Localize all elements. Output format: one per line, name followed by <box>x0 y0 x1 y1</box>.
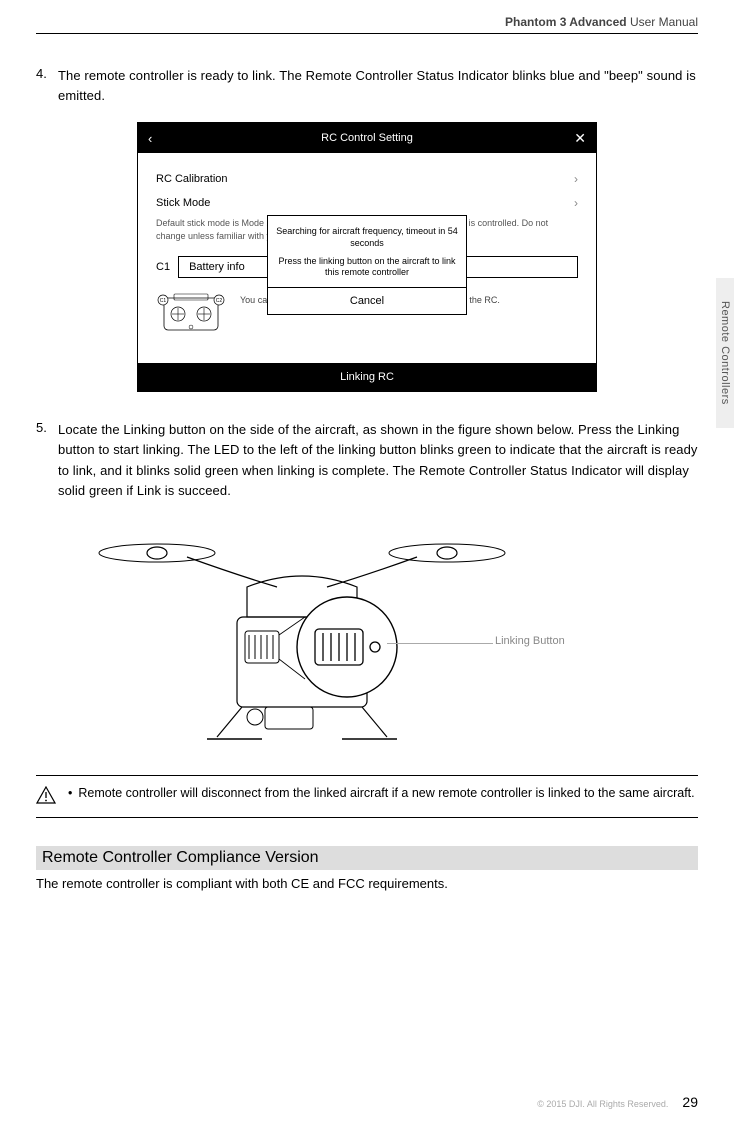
bullet-icon: • <box>68 784 72 809</box>
warning-icon <box>36 784 56 809</box>
c1-label: C1 <box>156 261 170 273</box>
back-icon[interactable]: ‹ <box>148 131 152 146</box>
c1-badge: C1 <box>160 298 167 304</box>
c2-badge: C2 <box>216 298 223 304</box>
popup-title: Searching for aircraft frequency, timeou… <box>276 226 458 249</box>
rc-calibration-label: RC Calibration <box>156 173 228 185</box>
linking-popup: Searching for aircraft frequency, timeou… <box>267 215 467 315</box>
rc-topbar: ‹ RC Control Setting ✕ <box>138 123 596 153</box>
drone-figure: Linking Button <box>87 517 647 747</box>
close-icon[interactable]: ✕ <box>574 130 586 147</box>
header-subtitle: User Manual <box>630 15 698 29</box>
warning-block: • Remote controller will disconnect from… <box>36 775 698 818</box>
page-header: Phantom 3 Advanced User Manual <box>36 15 698 34</box>
chevron-right-icon: › <box>574 196 578 210</box>
compliance-body: The remote controller is compliant with … <box>36 876 698 891</box>
rc-title: RC Control Setting <box>321 132 413 144</box>
step-5: 5. Locate the Linking button on the side… <box>36 420 698 501</box>
stick-mode-label: Stick Mode <box>156 197 210 209</box>
step-text: The remote controller is ready to link. … <box>58 66 698 106</box>
rc-device-icon: C1 C2 <box>156 288 226 336</box>
popup-subtitle: Press the linking button on the aircraft… <box>276 256 458 279</box>
compliance-heading: Remote Controller Compliance Version <box>36 846 698 870</box>
cancel-button[interactable]: Cancel <box>268 287 466 314</box>
header-product: Phantom 3 Advanced <box>505 15 627 29</box>
linking-rc-button[interactable]: Linking RC <box>138 363 596 391</box>
rc-screen: ‹ RC Control Setting ✕ RC Calibration › … <box>137 122 597 392</box>
stick-mode-row[interactable]: Stick Mode › <box>156 191 578 215</box>
step-number: 5. <box>36 420 58 501</box>
step-text: Locate the Linking button on the side of… <box>58 420 698 501</box>
page-number: 29 <box>682 1094 698 1110</box>
rc-calibration-row[interactable]: RC Calibration › <box>156 167 578 191</box>
chevron-right-icon: › <box>574 172 578 186</box>
page-footer: © 2015 DJI. All Rights Reserved. 29 <box>537 1094 698 1110</box>
step-4: 4. The remote controller is ready to lin… <box>36 66 698 106</box>
callout-line <box>387 643 493 644</box>
copyright: © 2015 DJI. All Rights Reserved. <box>537 1099 668 1109</box>
warning-text: • Remote controller will disconnect from… <box>68 784 695 809</box>
step-number: 4. <box>36 66 58 106</box>
warning-body: Remote controller will disconnect from t… <box>78 784 694 809</box>
linking-button-label: Linking Button <box>495 635 565 647</box>
